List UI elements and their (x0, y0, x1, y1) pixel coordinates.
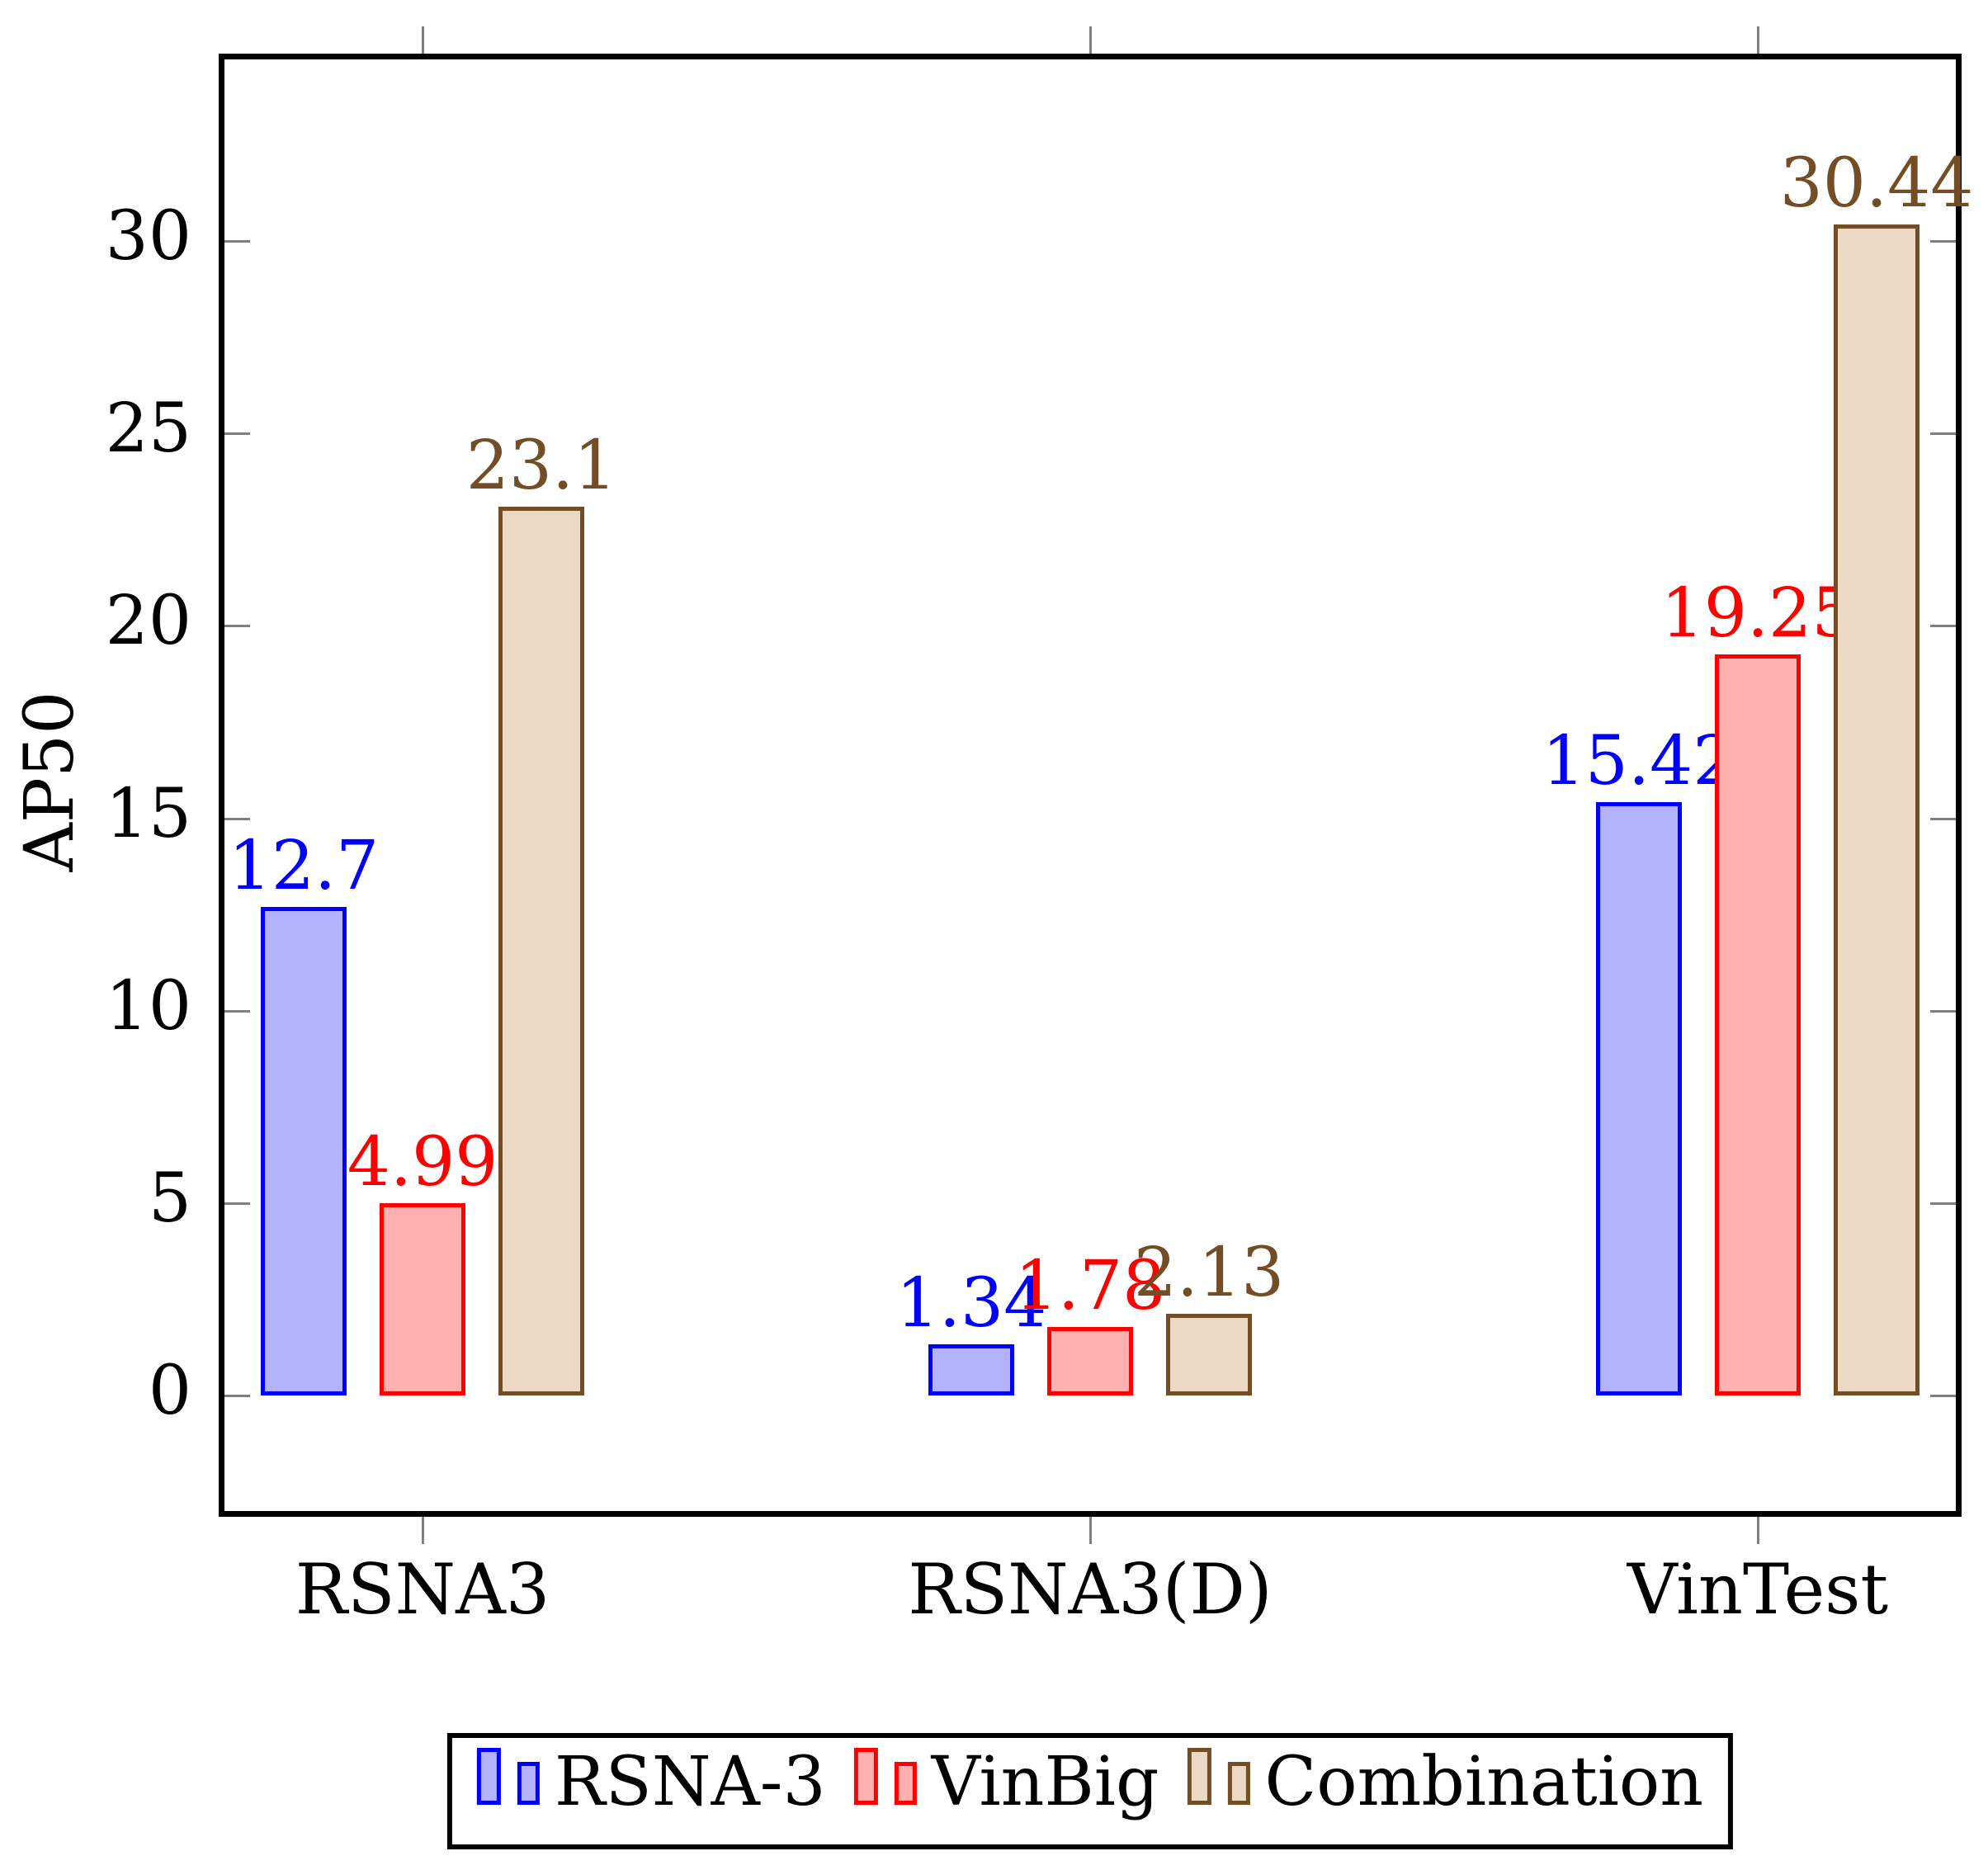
x-tick-bottom (1757, 1517, 1759, 1544)
legend-entry: Combination (1187, 1748, 1703, 1816)
category-label: RSNA3(D) (908, 1549, 1273, 1630)
legend-label: VinBig (931, 1743, 1159, 1821)
y-tick-left (224, 625, 250, 627)
bar-RSNA-3-RSNA3(D) (928, 1344, 1014, 1395)
legend-marker-bar (1187, 1748, 1211, 1805)
legend-label: RSNA-3 (554, 1743, 826, 1821)
y-tick-right (1930, 625, 1956, 627)
y-axis-label: AP50 (11, 691, 89, 872)
legend-marker-bar (894, 1762, 917, 1805)
x-tick-top (422, 26, 424, 54)
y-tick-right (1930, 818, 1956, 820)
category-label: VinTest (1627, 1549, 1889, 1630)
legend: RSNA-3 VinBig Combination (446, 1733, 1734, 1849)
legend-bar-marker-icon (476, 1748, 540, 1805)
bar-Combination-VinTest (1834, 224, 1920, 1395)
category-label: RSNA3 (295, 1549, 550, 1630)
value-label: 19.25 (1660, 574, 1855, 653)
y-tick-right (1930, 1010, 1956, 1013)
legend-marker-bar (517, 1762, 540, 1805)
y-tick-left (224, 240, 250, 243)
y-tick-left (224, 818, 250, 820)
legend-marker-bar (853, 1748, 878, 1805)
legend-entry: VinBig (853, 1748, 1159, 1816)
value-label: 1.34 (895, 1264, 1047, 1343)
y-tick-right (1930, 432, 1956, 435)
y-tick-label: 30 (105, 197, 191, 276)
y-tick-label: 15 (105, 775, 191, 854)
bar-Combination-RSNA3(D) (1166, 1314, 1252, 1395)
value-label: 12.7 (228, 827, 380, 905)
bar-VinBig-RSNA3(D) (1047, 1327, 1133, 1395)
y-tick-right (1930, 240, 1956, 243)
y-tick-right (1930, 1395, 1956, 1397)
value-label: 30.44 (1779, 144, 1974, 223)
y-tick-left (224, 1395, 250, 1397)
legend-entry: RSNA-3 (476, 1748, 826, 1816)
y-tick-left (224, 432, 250, 435)
y-tick-label: 10 (105, 967, 191, 1046)
bar-RSNA-3-VinTest (1596, 802, 1682, 1395)
x-tick-bottom (1089, 1517, 1092, 1544)
value-label: 23.1 (465, 427, 617, 505)
x-tick-bottom (422, 1517, 424, 1544)
legend-bar-marker-icon (853, 1748, 917, 1805)
y-tick-label: 20 (105, 582, 191, 661)
value-label: 4.99 (347, 1123, 498, 1202)
legend-label: Combination (1264, 1743, 1704, 1821)
legend-bar-marker-icon (1187, 1748, 1250, 1805)
y-tick-left (224, 1202, 250, 1205)
value-label: 2.13 (1133, 1234, 1285, 1312)
y-tick-label: 25 (105, 390, 191, 469)
bar-VinBig-VinTest (1715, 654, 1801, 1395)
x-tick-top (1089, 26, 1092, 54)
y-tick-right (1930, 1202, 1956, 1205)
bar-RSNA-3-RSNA3 (261, 907, 347, 1395)
value-label: 1.78 (1014, 1247, 1166, 1325)
x-tick-top (1757, 26, 1759, 54)
y-tick-label: 0 (148, 1352, 191, 1431)
bar-VinBig-RSNA3 (380, 1203, 465, 1395)
value-label: 15.42 (1542, 722, 1736, 800)
bar-Combination-RSNA3 (498, 507, 584, 1395)
legend-marker-bar (1227, 1762, 1250, 1805)
y-tick-label: 5 (148, 1159, 191, 1239)
legend-marker-bar (476, 1748, 501, 1805)
plot-area (219, 54, 1962, 1517)
y-tick-left (224, 1010, 250, 1013)
